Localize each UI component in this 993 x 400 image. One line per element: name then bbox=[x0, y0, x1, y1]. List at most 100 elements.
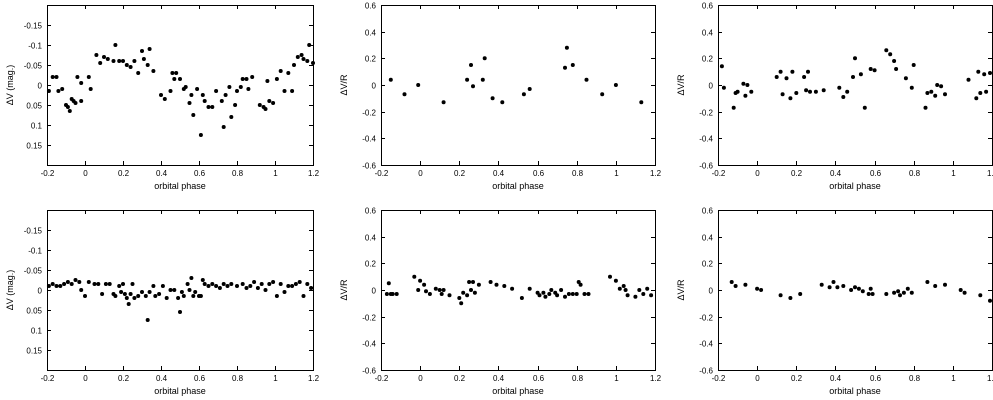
data-point bbox=[210, 282, 215, 286]
data-point bbox=[384, 292, 389, 296]
x-tick-label: 0.6 bbox=[194, 374, 206, 383]
data-point bbox=[623, 288, 628, 292]
data-point bbox=[745, 83, 750, 87]
y-tick-label: 0.6 bbox=[702, 2, 714, 11]
data-point bbox=[233, 103, 238, 107]
data-point bbox=[962, 290, 967, 295]
data-point bbox=[278, 69, 283, 73]
data-point bbox=[645, 286, 650, 291]
data-point bbox=[835, 285, 840, 290]
data-point bbox=[86, 280, 91, 284]
x-tick-label: 0.4 bbox=[830, 169, 842, 178]
data-point bbox=[858, 72, 863, 77]
y-axis-label: ΔV/R bbox=[339, 279, 349, 301]
data-point bbox=[845, 89, 850, 94]
data-point bbox=[255, 286, 260, 290]
x-tick-label: 1 bbox=[273, 169, 278, 178]
data-point bbox=[743, 93, 748, 98]
y-tick-label: 0.6 bbox=[365, 2, 377, 11]
data-point bbox=[105, 57, 110, 61]
data-point bbox=[67, 109, 72, 113]
data-point bbox=[424, 289, 428, 294]
data-point bbox=[988, 298, 992, 303]
x-tick-label: 0 bbox=[755, 169, 760, 178]
data-point bbox=[151, 284, 156, 288]
data-point bbox=[933, 93, 938, 98]
x-tick-label: 1.2 bbox=[308, 374, 320, 383]
data-point bbox=[111, 59, 116, 63]
data-point bbox=[54, 284, 59, 288]
data-point bbox=[853, 285, 857, 290]
data-point bbox=[519, 296, 524, 300]
data-point bbox=[297, 280, 302, 284]
data-point bbox=[290, 284, 295, 288]
data-point bbox=[806, 69, 810, 74]
data-point bbox=[868, 67, 873, 71]
data-point bbox=[600, 92, 605, 97]
data-point bbox=[69, 282, 74, 286]
data-point bbox=[305, 282, 310, 286]
y-tick-label: -0.1 bbox=[28, 42, 42, 51]
data-point bbox=[905, 286, 910, 291]
x-tick-label: -0.2 bbox=[375, 374, 389, 383]
data-point bbox=[502, 284, 507, 288]
data-point bbox=[147, 47, 152, 51]
data-point bbox=[457, 296, 462, 300]
data-point bbox=[849, 288, 854, 292]
data-point bbox=[168, 288, 173, 292]
data-point bbox=[639, 100, 644, 105]
data-point bbox=[465, 77, 470, 82]
y-tick-label: -0.6 bbox=[362, 162, 376, 171]
data-point bbox=[172, 288, 177, 292]
data-point bbox=[290, 89, 295, 93]
y-tick-label: 0 bbox=[709, 287, 714, 296]
data-point bbox=[467, 280, 472, 284]
data-point bbox=[92, 282, 97, 286]
data-point bbox=[185, 282, 190, 286]
x-tick-label: 1 bbox=[614, 169, 619, 178]
x-tick-label: 0.6 bbox=[533, 169, 545, 178]
x-tick-label: 1.2 bbox=[987, 169, 993, 178]
x-tick-label: -0.2 bbox=[41, 374, 55, 383]
data-point bbox=[128, 65, 133, 69]
x-tick-label: 1.2 bbox=[650, 374, 662, 383]
data-point bbox=[102, 55, 106, 59]
data-point bbox=[293, 282, 298, 286]
data-point bbox=[214, 89, 219, 93]
data-point bbox=[107, 282, 112, 286]
data-point bbox=[821, 88, 826, 93]
data-point bbox=[164, 296, 169, 300]
data-point bbox=[263, 288, 268, 292]
y-tick-label: 0.1 bbox=[31, 122, 43, 131]
data-point bbox=[88, 87, 93, 91]
data-point bbox=[827, 285, 832, 290]
data-point bbox=[100, 292, 105, 296]
data-point bbox=[488, 280, 493, 284]
x-tick-label: 0.6 bbox=[533, 374, 545, 383]
data-point bbox=[494, 282, 499, 287]
data-point bbox=[124, 296, 129, 300]
data-point bbox=[788, 296, 793, 300]
data-point bbox=[729, 280, 734, 284]
data-point bbox=[73, 101, 78, 105]
data-point bbox=[124, 63, 129, 67]
data-point bbox=[168, 89, 173, 93]
data-point bbox=[267, 99, 272, 103]
data-point bbox=[465, 293, 470, 298]
data-point bbox=[244, 77, 249, 81]
x-tick-label: 0.2 bbox=[454, 374, 466, 383]
plot-frame bbox=[47, 5, 314, 166]
data-point bbox=[65, 105, 70, 109]
data-point bbox=[759, 288, 764, 292]
data-point bbox=[195, 87, 200, 91]
data-point bbox=[500, 100, 505, 105]
data-point bbox=[172, 77, 177, 81]
data-point bbox=[566, 292, 571, 296]
data-point bbox=[510, 286, 515, 291]
data-point bbox=[271, 101, 276, 105]
x-tick-label: 0.4 bbox=[156, 169, 168, 178]
data-point bbox=[617, 286, 622, 291]
data-point bbox=[841, 284, 846, 288]
x-axis-label: orbital phase bbox=[492, 181, 544, 191]
data-point bbox=[259, 282, 264, 286]
